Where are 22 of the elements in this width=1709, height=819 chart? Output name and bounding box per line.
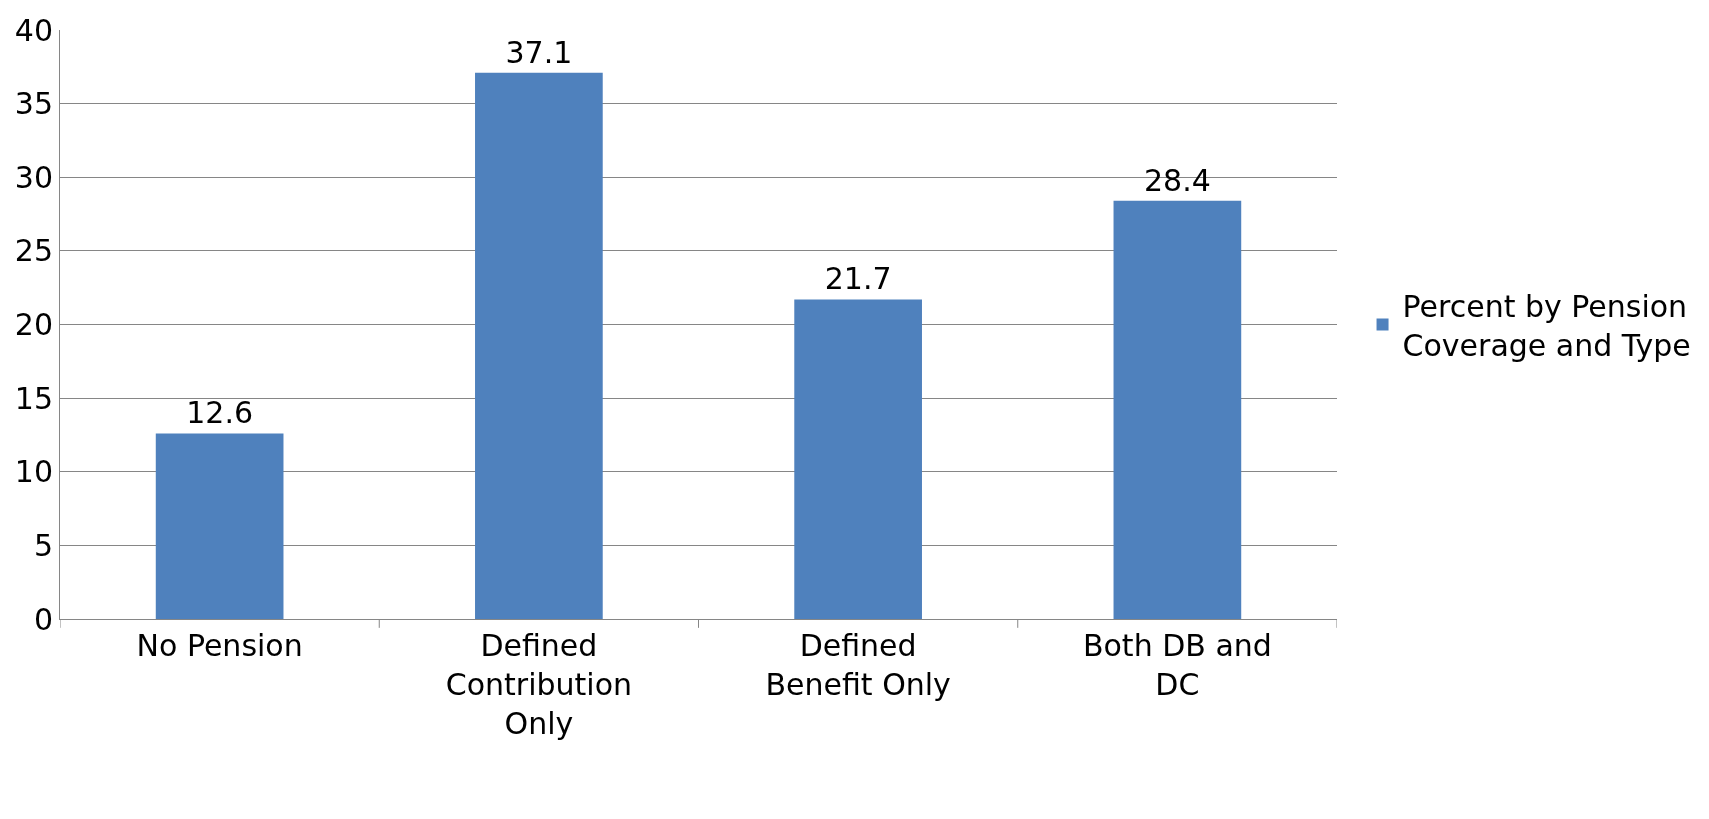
bar: [1113, 200, 1242, 619]
bar: [475, 72, 603, 619]
x-tick-label: Defined Benefit Only: [765, 628, 951, 702]
y-tick-label: 5: [33, 527, 53, 563]
y-tick-label: 25: [14, 233, 53, 269]
x-tick-label: No Pension: [136, 628, 303, 663]
y-tick-label: 35: [14, 86, 53, 122]
y-tick-label: 20: [14, 307, 53, 342]
y-tick-label: 15: [14, 380, 53, 416]
y-tick-label: 40: [14, 12, 53, 48]
y-tick-label: 10: [14, 454, 53, 490]
legend-label: Percent by Pension Coverage and Type: [1402, 288, 1691, 363]
bar: [794, 299, 922, 619]
data-label: 21.7: [824, 261, 892, 297]
x-tick-label: Defined Contribution Only: [445, 628, 633, 741]
y-tick-label: 0: [33, 601, 53, 637]
data-label: 37.1: [505, 34, 573, 70]
x-tick-label: Both DB and DC: [1082, 628, 1272, 702]
bar: [155, 433, 284, 619]
y-tick-label: 30: [14, 159, 53, 195]
data-label: 28.4: [1143, 162, 1211, 198]
data-label: 12.6: [186, 395, 254, 431]
